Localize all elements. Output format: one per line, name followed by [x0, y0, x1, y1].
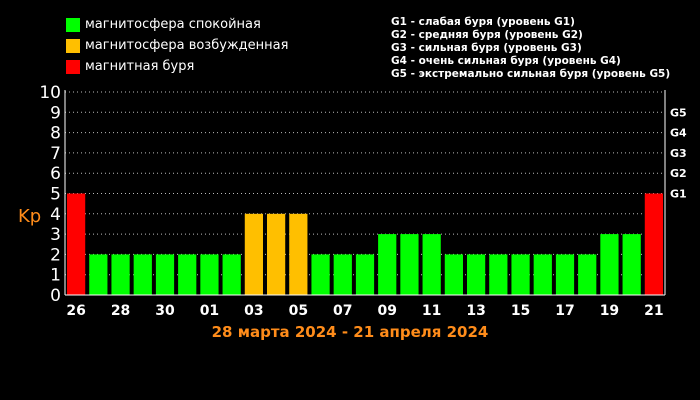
bar [200, 254, 219, 295]
y-tick-label: 9 [50, 103, 61, 123]
x-tick-label: 15 [511, 303, 530, 319]
storm-level-g1: G1 - слабая буря (уровень G1) [391, 16, 575, 28]
storm-level-g2: G2 - средняя буря (уровень G2) [391, 29, 583, 41]
x-tick-label: 13 [466, 303, 485, 319]
bar [133, 254, 152, 295]
bar [489, 254, 508, 295]
bar [378, 234, 397, 295]
bar [400, 234, 419, 295]
x-tick-label: 28 [111, 303, 130, 319]
right-tick-label: G2 [670, 167, 687, 180]
x-tick-label: 09 [377, 303, 396, 319]
bar [422, 234, 441, 295]
x-tick-label: 11 [422, 303, 441, 319]
storm-level-g5: G5 - экстремально сильная буря (уровень … [391, 68, 671, 80]
bar [67, 193, 86, 295]
right-tick-label: G3 [670, 147, 687, 160]
bar [622, 234, 641, 295]
storm-level-legend: G1 - слабая буря (уровень G1) G2 - средн… [391, 16, 670, 81]
legend-swatch-quiet [66, 17, 80, 32]
bar [444, 254, 463, 295]
legend-swatch-storm [66, 59, 80, 74]
x-tick-label: 05 [289, 303, 308, 319]
y-tick-label: 4 [50, 205, 61, 225]
bar [89, 254, 108, 295]
storm-level-g3: G3 - сильная буря (уровень G3) [391, 42, 582, 54]
bar [533, 254, 552, 295]
bar [222, 254, 241, 295]
x-tick-label: 01 [200, 303, 219, 319]
y-tick-label: 6 [50, 164, 61, 184]
bar [333, 254, 352, 295]
bar [467, 254, 486, 295]
storm-level-g4: G4 - очень сильная буря (уровень G4) [391, 55, 621, 67]
bar [111, 254, 130, 295]
bar [244, 213, 263, 295]
x-tick-label: 19 [600, 303, 619, 319]
x-tick-label: 17 [555, 303, 574, 319]
y-tick-label: 0 [50, 286, 61, 306]
bar [289, 213, 308, 295]
y-tick-label: 2 [50, 245, 61, 265]
right-tick-label: G1 [670, 188, 687, 201]
legend-item-active: магнитосфера возбужденная [66, 35, 288, 56]
x-tick-label: 26 [66, 303, 85, 319]
bar [511, 254, 530, 295]
x-tick-label: 03 [244, 303, 263, 319]
y-axis-label: Kp [18, 206, 42, 227]
legend-item-storm: магнитная буря [66, 56, 288, 77]
bar [555, 254, 575, 295]
bar [600, 234, 619, 295]
legend-label-quiet: магнитосфера спокойная [85, 17, 261, 32]
bar [578, 254, 597, 295]
x-tick-label: 07 [333, 303, 352, 319]
x-tick-label: 30 [155, 303, 175, 319]
legend: магнитосфера спокойная магнитосфера возб… [66, 14, 288, 77]
bar [267, 213, 286, 295]
x-tick-label: 21 [644, 303, 663, 319]
legend-label-active: магнитосфера возбужденная [85, 38, 289, 53]
y-tick-label: 8 [50, 124, 61, 144]
bar [644, 193, 663, 295]
y-tick-label: 5 [50, 185, 61, 205]
bar [311, 254, 330, 295]
bar [355, 254, 375, 295]
y-tick-label: 7 [50, 144, 61, 164]
date-range: 28 марта 2024 - 21 апреля 2024 [211, 323, 489, 341]
legend-swatch-active [66, 38, 80, 53]
bar [178, 254, 197, 295]
y-tick-label: 1 [50, 266, 61, 286]
y-tick-label: 10 [39, 83, 61, 103]
legend-item-quiet: магнитосфера спокойная [66, 14, 288, 35]
legend-label-storm: магнитная буря [85, 59, 195, 74]
y-tick-label: 3 [50, 225, 61, 245]
right-tick-label: G5 [670, 106, 687, 119]
bar [155, 254, 175, 295]
right-tick-label: G4 [670, 127, 687, 140]
